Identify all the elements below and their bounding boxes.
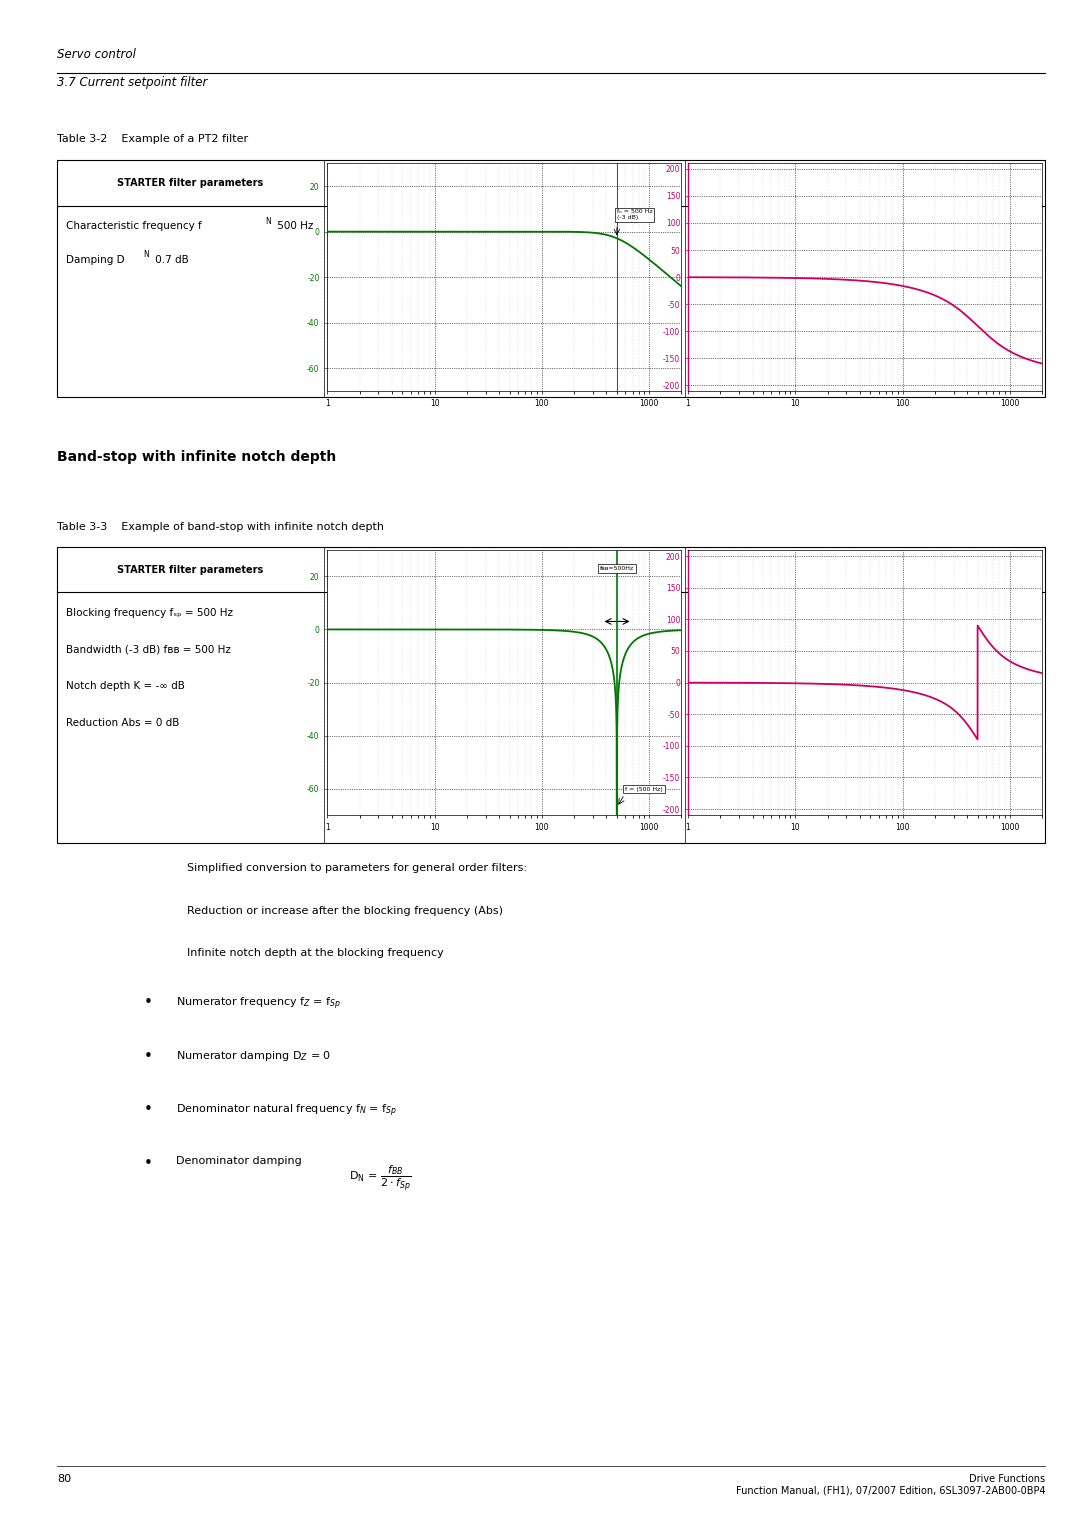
Text: Damping D: Damping D [66,255,124,266]
Text: Table 3-2    Example of a PT2 filter: Table 3-2 Example of a PT2 filter [57,134,248,145]
Text: 3.7 Current setpoint filter: 3.7 Current setpoint filter [57,76,207,90]
Text: Reduction or increase after the blocking frequency (Abs): Reduction or increase after the blocking… [187,906,503,916]
Text: N: N [266,217,271,226]
Text: N: N [144,250,149,260]
Text: fʙʙ=500Hz: fʙʙ=500Hz [599,567,634,571]
Text: D$_\mathrm{N}$ = $\dfrac{f_{BB}}{2 \cdot f_{Sp}}$: D$_\mathrm{N}$ = $\dfrac{f_{BB}}{2 \cdot… [349,1164,411,1193]
Text: Infinite notch depth at the blocking frequency: Infinite notch depth at the blocking fre… [187,948,444,959]
Text: 500 Hz: 500 Hz [274,221,313,232]
Text: Phase frequency curve: Phase frequency curve [802,565,928,574]
Text: fₙ = 500 Hz
(-3 dB): fₙ = 500 Hz (-3 dB) [617,209,652,220]
Text: 0.7 dB: 0.7 dB [152,255,189,266]
Text: Bandwidth (-3 dB) fʙʙ = 500 Hz: Bandwidth (-3 dB) fʙʙ = 500 Hz [66,644,231,655]
Text: Phase frequency curve: Phase frequency curve [802,179,928,188]
Text: 80: 80 [57,1474,71,1484]
Text: Amplitude log frequency curve: Amplitude log frequency curve [419,179,590,188]
Text: Table 3-3    Example of band-stop with infinite notch depth: Table 3-3 Example of band-stop with infi… [57,522,384,533]
Text: Simplified conversion to parameters for general order filters:: Simplified conversion to parameters for … [187,863,527,873]
Text: Drive Functions
Function Manual, (FH1), 07/2007 Edition, 6SL3097-2AB00-0BP4: Drive Functions Function Manual, (FH1), … [735,1474,1045,1495]
Text: STARTER filter parameters: STARTER filter parameters [118,565,264,574]
Text: STARTER filter parameters: STARTER filter parameters [118,179,264,188]
Text: Servo control: Servo control [57,47,136,61]
Text: •: • [144,1156,152,1171]
Text: Numerator frequency f$_Z$ = f$_{Sp}$: Numerator frequency f$_Z$ = f$_{Sp}$ [176,996,341,1012]
Text: •: • [144,1049,152,1064]
Text: Notch depth K = -∞ dB: Notch depth K = -∞ dB [66,681,185,692]
Text: Numerator damping D$_Z$ = 0: Numerator damping D$_Z$ = 0 [176,1049,332,1063]
Text: •: • [144,1102,152,1118]
Text: Blocking frequency fₛₚ = 500 Hz: Blocking frequency fₛₚ = 500 Hz [66,608,233,618]
Text: Denominator natural frequency f$_N$ = f$_{Sp}$: Denominator natural frequency f$_N$ = f$… [176,1102,397,1119]
Text: Characteristic frequency f: Characteristic frequency f [66,221,202,232]
Text: Reduction Abs = 0 dB: Reduction Abs = 0 dB [66,718,179,728]
FancyBboxPatch shape [57,547,1045,843]
Text: •: • [144,996,152,1011]
Text: Denominator damping: Denominator damping [176,1156,301,1165]
Text: f = (500 Hz): f = (500 Hz) [625,786,663,791]
FancyBboxPatch shape [57,160,1045,397]
Text: Amplitude log frequency curve: Amplitude log frequency curve [419,565,590,574]
Text: Band-stop with infinite notch depth: Band-stop with infinite notch depth [57,450,337,464]
